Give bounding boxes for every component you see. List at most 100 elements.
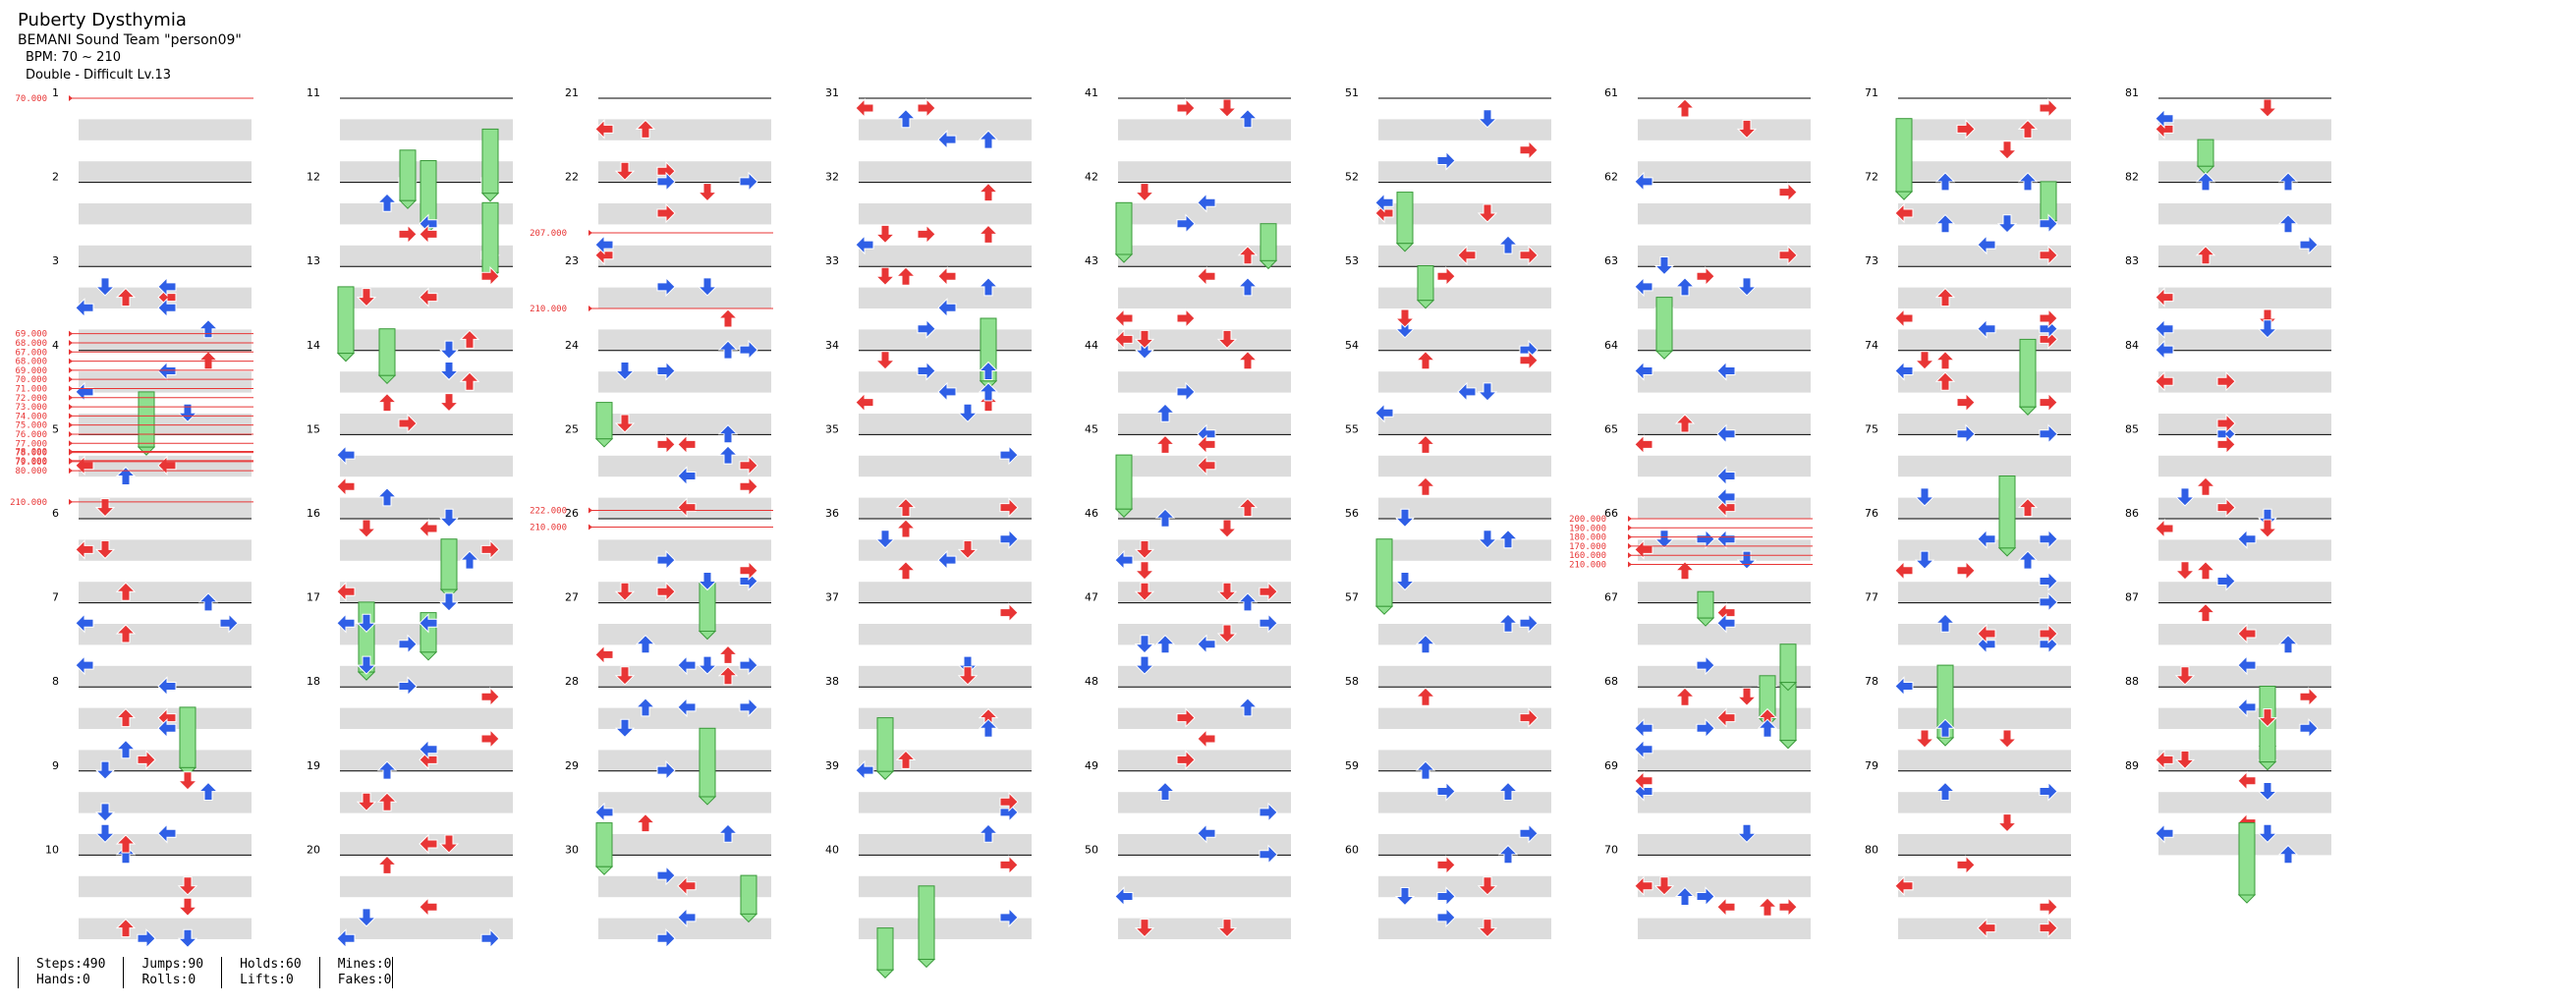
arrow-down [1134, 635, 1155, 654]
arrow-shape [459, 550, 480, 570]
arrow-left [157, 676, 177, 697]
beat-stripe [2158, 329, 2331, 351]
beat-stripe [1898, 665, 2071, 688]
measure-83: 83 [2125, 254, 2331, 351]
arrow-shape [157, 361, 177, 381]
arrow-shape [219, 613, 239, 634]
arrow-shape [1477, 919, 1498, 938]
arrow-shape [1716, 613, 1736, 634]
arrow-up [1237, 698, 1259, 717]
arrow-shape [419, 896, 438, 918]
arrow-up [459, 371, 480, 391]
beat-stripe [1378, 371, 1551, 393]
arrow-shape [1216, 329, 1238, 350]
arrow-shape [1374, 403, 1394, 423]
beat-stripe [598, 918, 771, 939]
arrow-shape [1634, 361, 1653, 381]
beat-stripe [79, 875, 252, 898]
beat-stripe [1638, 918, 1811, 939]
arrow-right [917, 361, 936, 381]
arrow-up [1237, 592, 1259, 612]
measure-78: 78 [1865, 675, 2071, 771]
arrow-shape [1176, 97, 1196, 119]
hold-body [1417, 265, 1434, 302]
hold-body [481, 201, 499, 273]
arrow-left [336, 581, 356, 602]
arrow-shape [1996, 140, 2018, 160]
beat-stripe [2158, 203, 2331, 225]
arrow-right [1696, 718, 1715, 739]
arrow-shape [2039, 392, 2058, 413]
arrow-right [1436, 265, 1456, 287]
arrow-left [1634, 361, 1653, 381]
bpm-marker [1628, 552, 1632, 559]
measure-number: 81 [2125, 86, 2139, 99]
arrow-right [999, 791, 1019, 812]
arrow-shape [1134, 183, 1155, 202]
arrow-down [2257, 782, 2278, 802]
stat-group-holds: Holds:60 Lifts:0 [221, 957, 319, 988]
arrow-shape [157, 298, 177, 318]
arrow-right [999, 497, 1019, 518]
measure-number: 67 [1604, 591, 1618, 604]
chart-stats: Steps:490 Hands:0 Jumps:90 Rolls:0 Holds… [18, 957, 393, 988]
hold-end [336, 353, 356, 363]
beat-stripe [1118, 371, 1291, 393]
arrow-shape [1934, 351, 1956, 370]
arrow-right [1259, 613, 1278, 634]
arrow-left [1197, 455, 1216, 476]
arrow-up [1674, 687, 1696, 706]
arrow-right [2039, 529, 2058, 549]
bpm-label: 74.000 [15, 412, 47, 421]
measure-49: 49 [1085, 759, 1291, 856]
arrow-shape [1934, 371, 1956, 391]
arrow-shape [1894, 307, 1914, 329]
arrow-shape [1674, 98, 1696, 118]
measure-number: 61 [1604, 86, 1618, 99]
beat-stripe [79, 371, 252, 393]
arrow-shape [1154, 634, 1176, 654]
arrow-shape [874, 266, 896, 286]
song-header: Puberty Dysthymia BEMANI Sound Team "per… [18, 10, 242, 84]
arrow-shape [1914, 487, 1935, 507]
arrow-shape [635, 698, 656, 717]
beat-stripe [859, 414, 1032, 435]
bpm-marker [69, 339, 73, 346]
bpm-label: 69.000 [15, 366, 47, 376]
arrow-shape [2017, 172, 2039, 192]
arrow-shape [1634, 718, 1653, 739]
arrow-down [356, 288, 377, 307]
arrow-up [978, 224, 999, 244]
arrow-left [1634, 434, 1653, 455]
bpm-label: 78.000 [15, 449, 47, 459]
measure-82: 82 [2125, 171, 2331, 267]
arrow-up [115, 287, 137, 307]
beat-stripe [1638, 582, 1811, 603]
measure-number: 21 [565, 86, 579, 99]
arrow-right [2039, 213, 2058, 234]
beat-stripe [79, 582, 252, 603]
arrow-shape [157, 718, 177, 739]
measure-23: 23 [565, 254, 771, 351]
arrow-left [855, 97, 874, 119]
arrow-shape [717, 644, 739, 664]
measure-36: 36 [825, 507, 1032, 603]
bpm-label: 180.000 [1569, 533, 1606, 543]
beat-stripe [340, 875, 513, 898]
arrow-shape [1114, 549, 1134, 571]
arrow-shape [978, 182, 999, 202]
arrow-up [635, 698, 656, 717]
arrow-shape [656, 202, 676, 224]
beat-stripe [859, 582, 1032, 603]
arrow-shape [999, 791, 1019, 812]
measure-47: 47 [1085, 591, 1291, 688]
measure-number: 76 [1865, 507, 1878, 520]
arrow-shape [739, 697, 758, 718]
measure-number: 24 [565, 339, 579, 352]
hold-end [2018, 406, 2038, 416]
arrow-left [1634, 718, 1653, 739]
arrow-shape [1894, 202, 1914, 224]
arrow-up [376, 760, 398, 780]
arrow-up [459, 329, 480, 349]
arrow-shape [2195, 602, 2216, 623]
